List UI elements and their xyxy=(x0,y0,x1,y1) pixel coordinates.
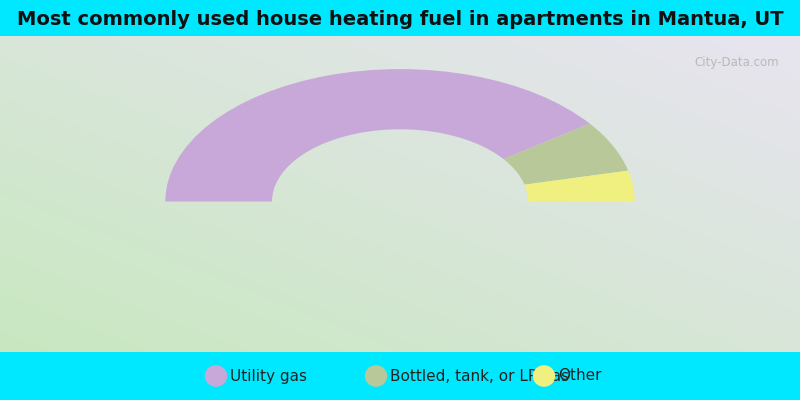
Ellipse shape xyxy=(533,365,555,387)
Text: Bottled, tank, or LP gas: Bottled, tank, or LP gas xyxy=(390,368,570,384)
Wedge shape xyxy=(166,69,590,202)
Text: Most commonly used house heating fuel in apartments in Mantua, UT: Most commonly used house heating fuel in… xyxy=(17,10,783,29)
Ellipse shape xyxy=(205,365,227,387)
Wedge shape xyxy=(503,124,628,185)
Wedge shape xyxy=(525,171,634,202)
Text: Other: Other xyxy=(558,368,602,384)
Text: Utility gas: Utility gas xyxy=(230,368,307,384)
Ellipse shape xyxy=(365,365,387,387)
Text: City-Data.com: City-Data.com xyxy=(694,56,778,68)
